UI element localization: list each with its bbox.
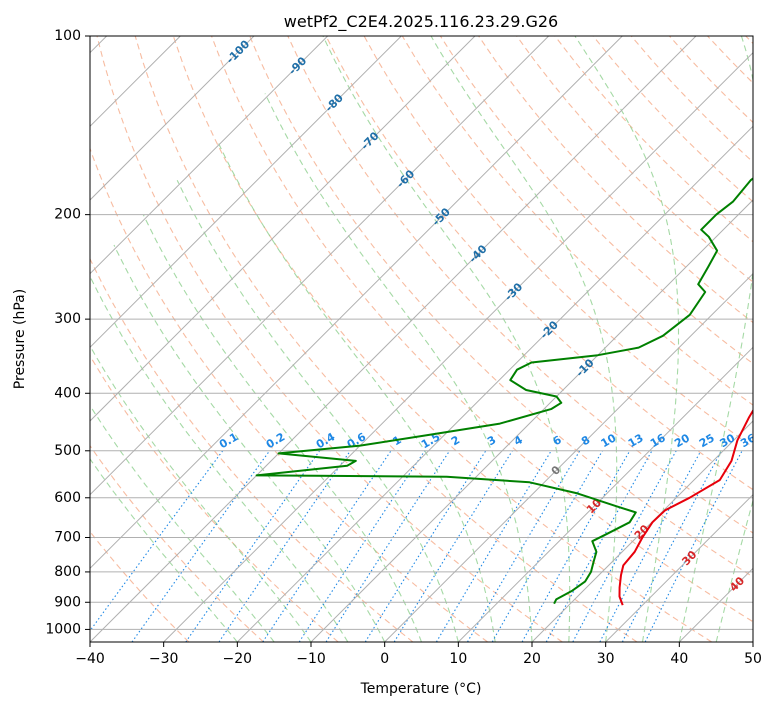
moist-adiabat: [322, 36, 571, 642]
y-axis: 100 200 300 400 500 600 700 800 900 1000: [45, 28, 90, 637]
isotherm-line: [90, 36, 329, 275]
moist-adiabat: [90, 404, 275, 642]
x-axis-label: Temperature (°C): [360, 681, 482, 697]
moist-adiabat: [430, 36, 618, 642]
moist-adiabat: [176, 179, 459, 642]
moist-adiabat: [715, 498, 753, 642]
y-tick-label: 300: [54, 311, 81, 327]
y-tick-label: 800: [54, 564, 81, 580]
temperature-line: [618, 408, 753, 606]
isotherm-line: [384, 272, 753, 642]
x-tick-label: −40: [75, 651, 105, 667]
dewpoint-line: [255, 177, 753, 605]
x-tick-label: −10: [296, 651, 326, 667]
dry-adiabat: [90, 444, 264, 642]
moist-adiabat: [90, 457, 238, 642]
chart-title: wetPf2_C2E4.2025.116.23.29.G26: [284, 12, 558, 32]
isotherm-line: [90, 36, 402, 349]
dry-adiabat: [172, 36, 712, 642]
mixing-ratio-line: [131, 450, 271, 642]
x-tick-label: 40: [670, 651, 688, 667]
moist-adiabat: [574, 36, 680, 642]
mixing-ratio-line: [364, 450, 487, 642]
isotherm-line: [90, 36, 623, 570]
dry-adiabat: [210, 36, 753, 623]
mixing-ratio-line: [218, 450, 351, 642]
moist-adiabat: [113, 244, 386, 642]
x-tick-label: 0: [380, 651, 389, 667]
mixing-ratio-line: [298, 450, 426, 642]
dry-adiabat: [90, 354, 339, 642]
mixing-ratio-label: 36: [738, 431, 758, 450]
x-tick-label: −20: [223, 651, 253, 667]
dry-adiabat: [90, 257, 414, 642]
mixing-ratio-line: [325, 450, 451, 642]
dry-adiabat: [516, 36, 753, 283]
mixing-ratio-line: [545, 450, 653, 642]
moist-adiabat: [142, 214, 423, 642]
mixing-ratio-line: [521, 450, 631, 642]
x-tick-label: −30: [149, 651, 179, 667]
x-tick-label: 50: [744, 651, 762, 667]
y-tick-label: 700: [54, 530, 81, 546]
y-tick-label: 400: [54, 385, 81, 401]
dry-adiabat: [249, 36, 753, 578]
x-tick-label: 10: [449, 651, 467, 667]
moist-adiabat: [264, 93, 533, 642]
dry-adiabat: [287, 36, 753, 534]
mixing-ratio-line: [599, 450, 702, 642]
profile-series: [255, 177, 753, 606]
plot-frame: [89, 35, 754, 643]
y-tick-label: 600: [54, 490, 81, 506]
isotherm-line: [163, 51, 753, 642]
x-tick-label: 30: [597, 651, 615, 667]
moist-adiabat: [90, 344, 312, 642]
mixing-ratio-line: [644, 450, 743, 642]
isotherm-line: [605, 493, 753, 642]
isotherm-line: [90, 36, 255, 201]
mixing-ratio-line: [572, 450, 677, 642]
background-lines: [90, 36, 753, 642]
y-tick-label: 500: [54, 443, 81, 459]
dry-adiabat: [325, 36, 753, 491]
x-axis: −40 −30 −20 −10 0 10 20 30 40 50: [75, 642, 762, 667]
isotherm-line: [90, 36, 476, 422]
moist-adiabat: [90, 275, 349, 642]
y-tick-label: 100: [54, 28, 81, 44]
isotherm-line: [457, 346, 753, 642]
y-tick-label: 1000: [45, 621, 81, 637]
mixing-ratio-line: [262, 450, 392, 642]
dry-adiabat: [134, 36, 638, 642]
isotherm-line: [310, 199, 753, 642]
y-tick-label: 200: [54, 207, 81, 223]
moist-adiabat: [678, 36, 753, 642]
mixing-ratio-line: [435, 450, 552, 642]
isotherm-line: [531, 420, 753, 642]
x-tick-label: 20: [523, 651, 541, 667]
isotherm-line: [236, 125, 753, 642]
y-axis-label: Pressure (hPa): [12, 289, 28, 389]
mixing-ratio-line: [90, 450, 224, 632]
mixing-ratio-line: [185, 450, 321, 642]
isotherm-line: [90, 36, 697, 642]
isotherm-line: [90, 36, 550, 496]
dry-adiabat: [96, 36, 563, 642]
y-tick-label: 900: [54, 594, 81, 610]
